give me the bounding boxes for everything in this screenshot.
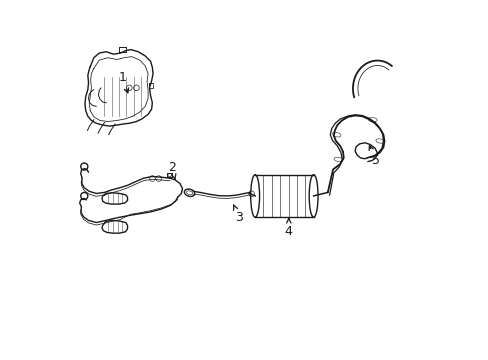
Text: 2: 2 [167, 161, 176, 180]
Text: 4: 4 [285, 219, 292, 238]
Text: 5: 5 [368, 145, 379, 167]
Text: 3: 3 [233, 205, 243, 224]
Text: 1: 1 [118, 71, 128, 93]
